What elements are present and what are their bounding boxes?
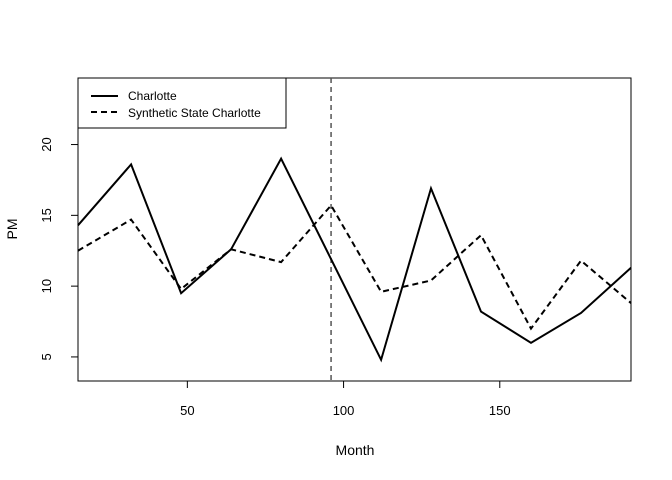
legend-label-charlotte: Charlotte (128, 89, 177, 103)
legend: Charlotte Synthetic State Charlotte (77, 77, 287, 129)
x-tick-label: 100 (333, 403, 355, 418)
x-axis: 50 100 150 (180, 381, 511, 418)
x-axis-title: Month (336, 442, 375, 458)
y-tick-label: 20 (39, 137, 54, 151)
legend-box (77, 77, 287, 129)
plot-area (77, 77, 632, 382)
y-axis-title: PM (4, 219, 20, 240)
x-tick-label: 50 (180, 403, 194, 418)
y-tick-label: 10 (39, 279, 54, 293)
series-line-synthetic-state-charlotte (77, 203, 632, 331)
legend-label-synthetic: Synthetic State Charlotte (128, 106, 261, 120)
y-tick-label: 5 (39, 353, 54, 360)
series-group (77, 156, 632, 363)
series-line-charlotte (77, 156, 632, 363)
y-tick-label: 15 (39, 208, 54, 222)
x-tick-label: 150 (489, 403, 511, 418)
y-axis: 5 10 15 20 (39, 137, 78, 361)
